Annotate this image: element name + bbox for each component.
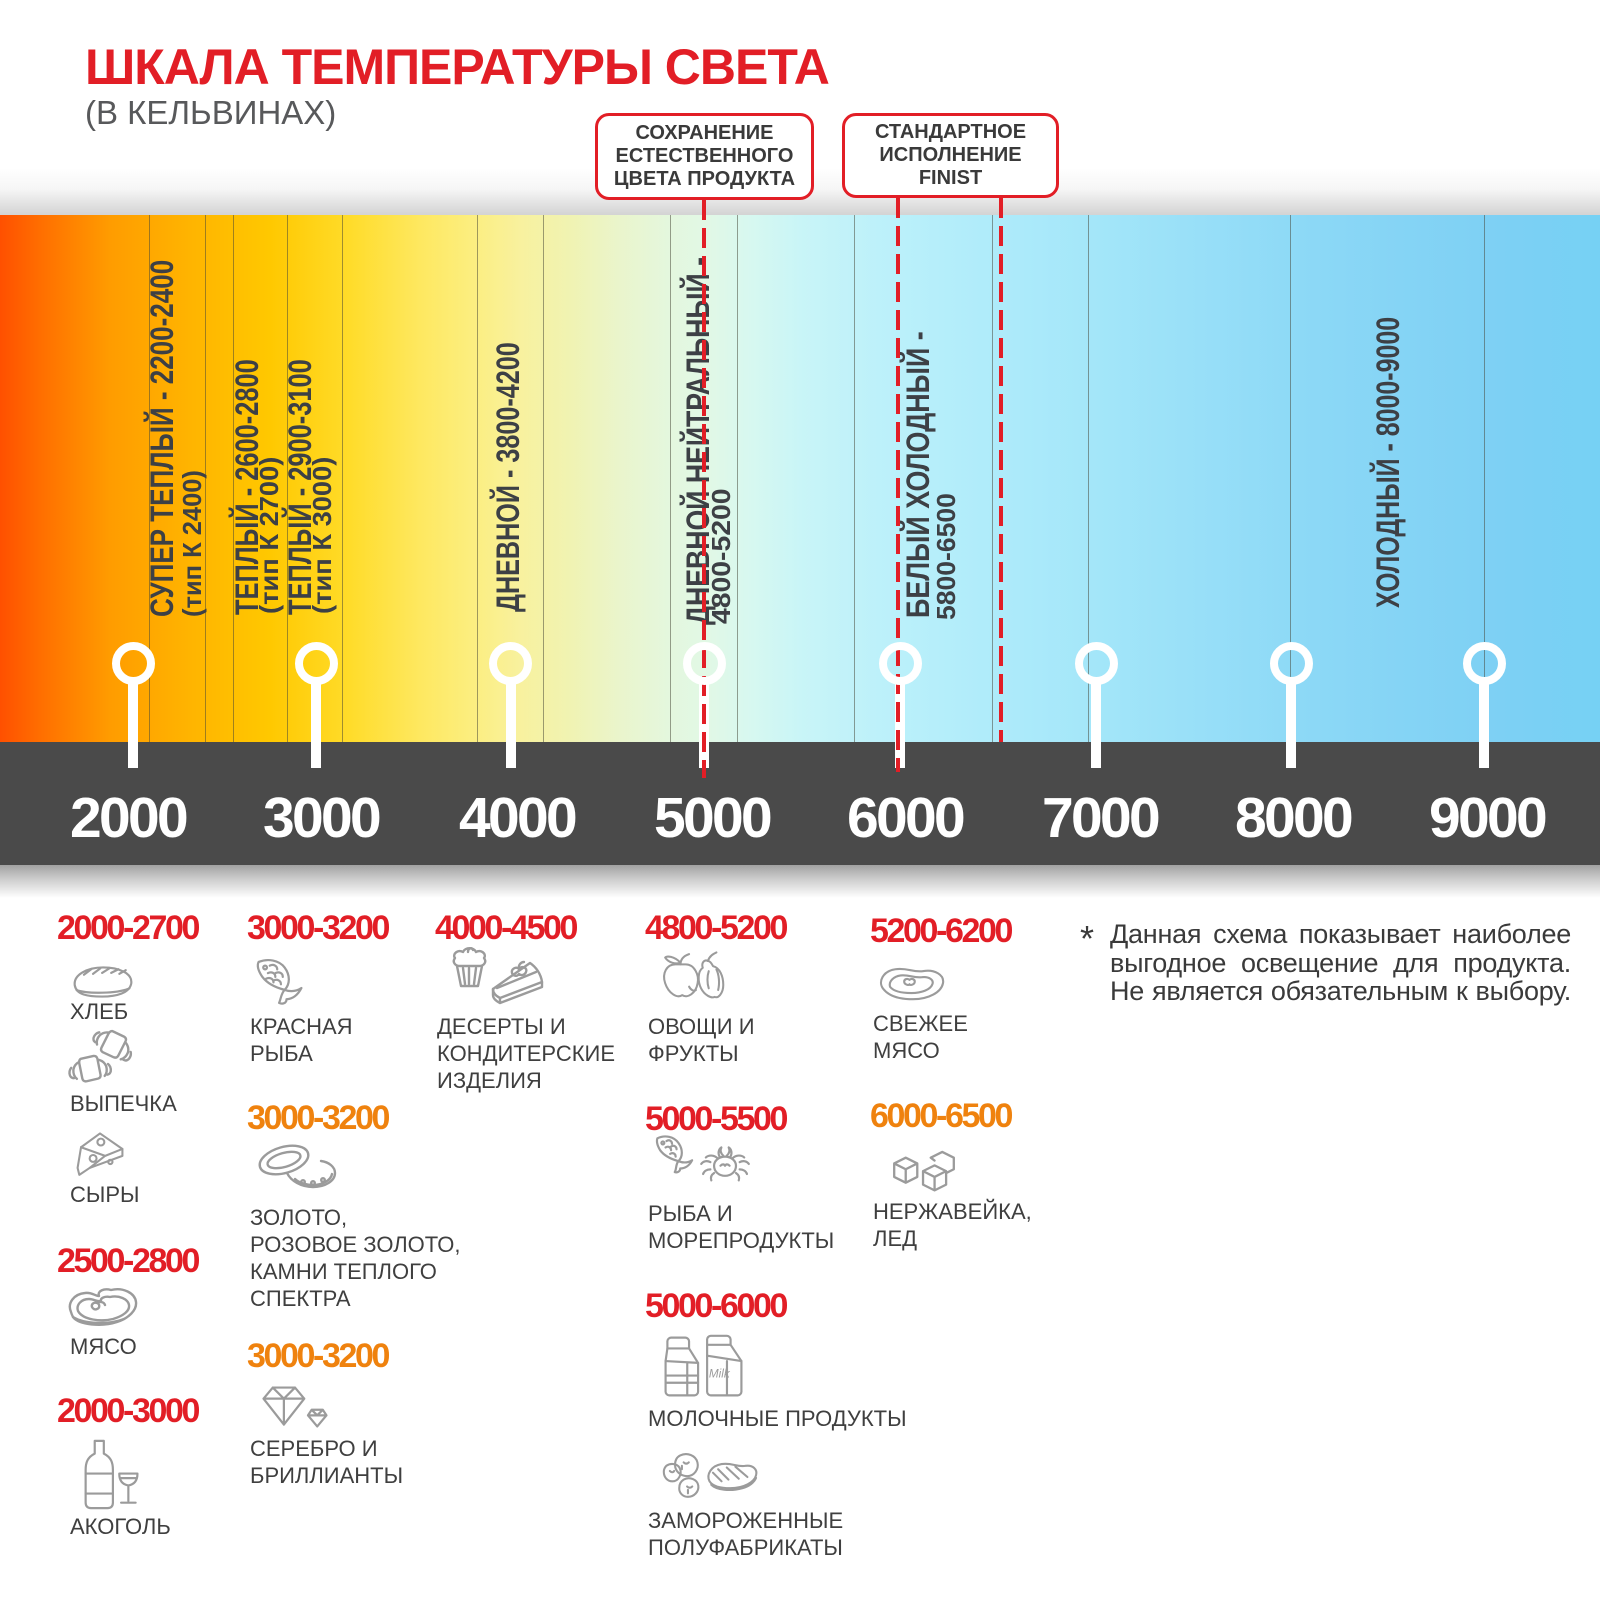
svg-text:Milk: Milk xyxy=(709,1367,731,1380)
